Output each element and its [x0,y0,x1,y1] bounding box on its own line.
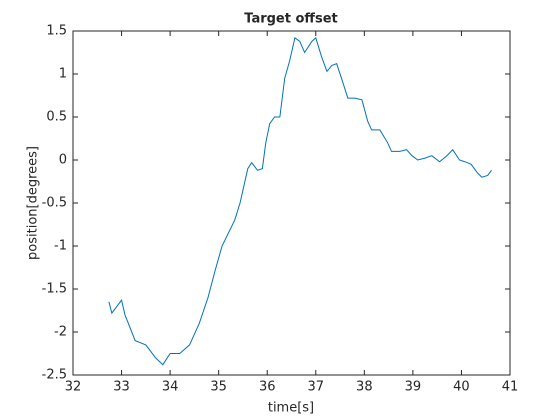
chart-title: Target offset [244,12,337,27]
x-tick-label: 33 [113,380,130,395]
y-tick-label: -1.5 [42,282,67,297]
y-axis-label: position[degrees] [26,146,41,260]
x-tick-label: 35 [210,380,227,395]
x-tick-label: 32 [65,380,82,395]
y-tick-label: 0 [59,153,67,168]
y-tick-label: -2 [54,325,67,340]
x-axis-label: time[s] [268,401,314,416]
x-tick-label: 37 [308,380,325,395]
x-tick-label: 34 [162,380,179,395]
x-tick-label: 41 [502,380,519,395]
y-tick-label: -1 [54,239,67,254]
x-tick-label: 38 [356,380,373,395]
x-tick-label: 40 [453,380,470,395]
x-tick-label: 39 [405,380,422,395]
x-tick-label: 36 [259,380,276,395]
y-tick-label: 1.5 [46,24,67,39]
data-line [108,36,492,366]
y-tick-label: -0.5 [42,196,67,211]
y-tick-label: 0.5 [46,110,67,125]
y-tick-label: 1 [59,67,67,82]
y-tick-label: -2.5 [42,368,67,383]
